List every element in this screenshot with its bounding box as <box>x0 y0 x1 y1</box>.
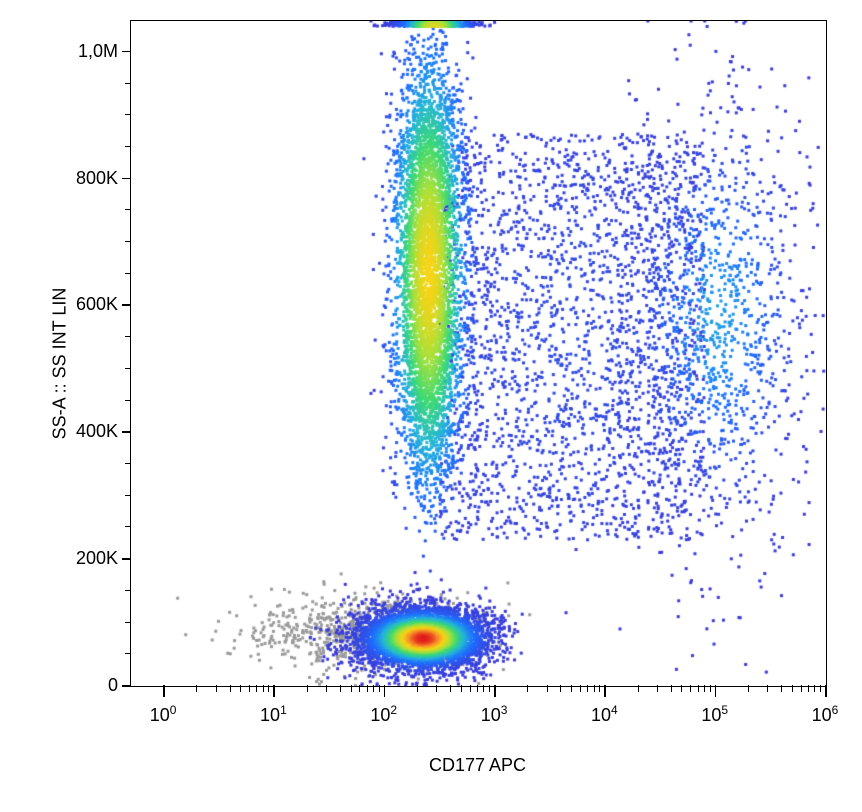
plot-area <box>130 20 827 687</box>
x-tick-label: 106 <box>805 703 845 726</box>
x-axis-label: CD177 APC <box>378 755 578 776</box>
x-tick-label: 102 <box>364 703 404 726</box>
y-axis-label: SS-A :: SS INT LIN <box>50 263 71 463</box>
x-tick-label: 104 <box>584 703 624 726</box>
y-tick-label: 600K <box>76 294 118 315</box>
y-tick-label: 1,0M <box>78 41 118 62</box>
x-tick-label: 105 <box>695 703 735 726</box>
y-tick-label: 800K <box>76 168 118 189</box>
x-tick-label: 101 <box>253 703 293 726</box>
y-tick-label: 400K <box>76 421 118 442</box>
x-tick-label: 100 <box>143 703 183 726</box>
y-tick-label: 0 <box>108 675 118 696</box>
flow-cytometry-plot: SS-A :: SS INT LIN CD177 APC 0 200K 400K 60… <box>0 0 862 812</box>
x-tick-label: 103 <box>474 703 514 726</box>
y-tick-label: 200K <box>76 548 118 569</box>
scatter-canvas <box>131 21 826 686</box>
